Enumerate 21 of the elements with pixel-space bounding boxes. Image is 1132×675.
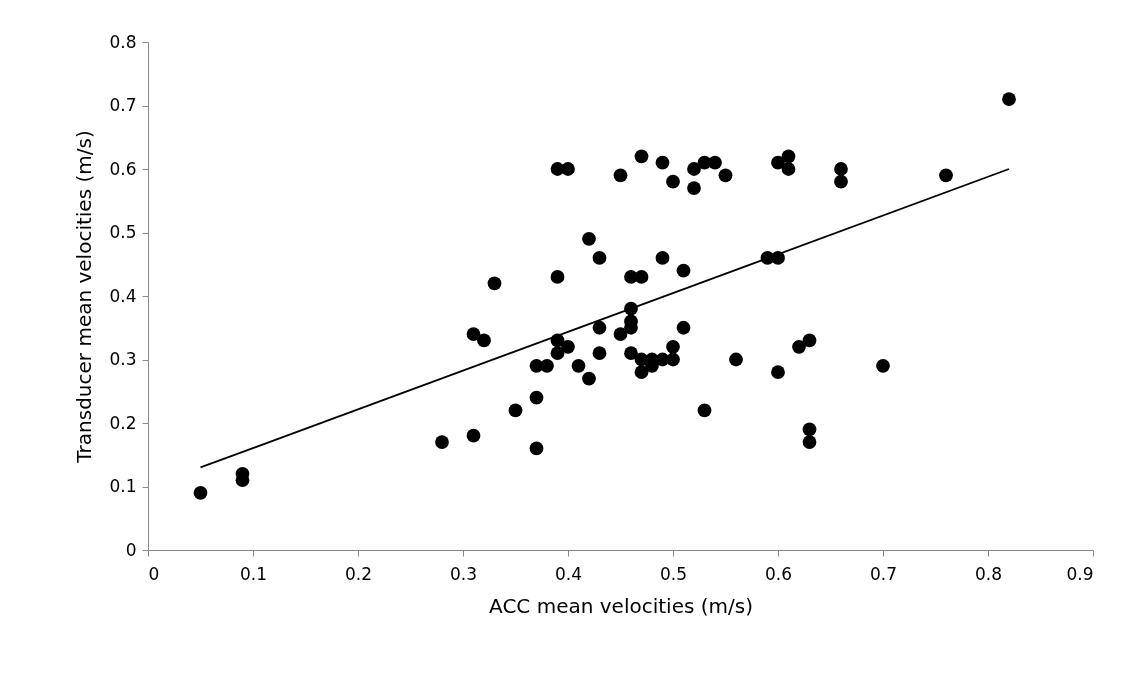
x-tick-label: 0.3 bbox=[449, 563, 478, 584]
y-tick-label: 0.4 bbox=[109, 285, 137, 306]
x-tick-label: 0.4 bbox=[554, 563, 583, 584]
y-tick-label: 0.1 bbox=[109, 476, 137, 496]
y-tick-label: 0.5 bbox=[109, 222, 137, 242]
x-tick-label: 0.1 bbox=[239, 563, 268, 584]
y-tick-label: 0.7 bbox=[109, 95, 137, 115]
y-tick-label: 0.6 bbox=[109, 158, 137, 179]
y-axis-title: Transducer mean velocities (m/s) bbox=[72, 130, 97, 464]
x-tick-label: 0.5 bbox=[659, 563, 688, 584]
y-tick-label: 0.2 bbox=[109, 412, 137, 433]
x-tick-label: 0.9 bbox=[1066, 563, 1094, 584]
x-tick-label: 0.8 bbox=[974, 563, 1003, 584]
x-axis-title: ACC mean velocities (m/s) bbox=[489, 593, 753, 618]
y-tick-label: 0 bbox=[125, 539, 137, 560]
x-tick-label: 0.7 bbox=[869, 563, 898, 584]
x-tick-label: 0.2 bbox=[344, 563, 373, 584]
y-tick-label: 0.3 bbox=[109, 349, 137, 369]
x-tick-label: 0 bbox=[148, 563, 160, 584]
x-tick-label: 0.6 bbox=[764, 563, 793, 584]
y-tick-label: 0.8 bbox=[109, 31, 137, 52]
